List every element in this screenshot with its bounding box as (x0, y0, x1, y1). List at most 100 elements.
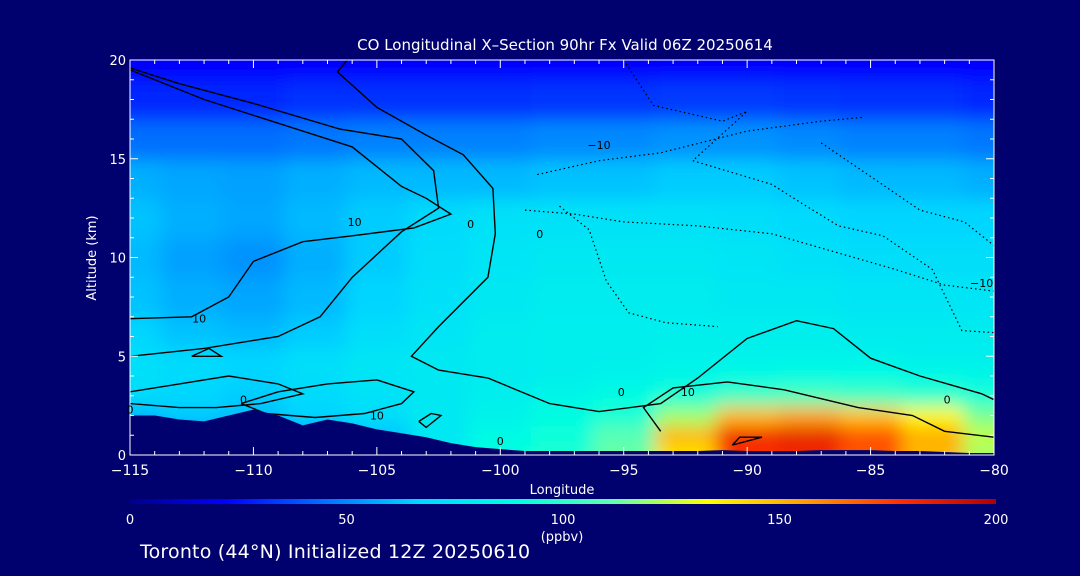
heatmap-cell (778, 346, 841, 368)
contour-line (130, 69, 453, 320)
heatmap-cell (222, 366, 286, 387)
terrain-mask (130, 409, 994, 455)
heatmap-cell (222, 346, 286, 368)
heatmap-cell (592, 119, 656, 160)
x-tick-label: −80 (979, 463, 1009, 479)
heatmap-cell (531, 425, 594, 447)
heatmap-cell (963, 79, 994, 121)
contour-label: 10 (348, 216, 362, 229)
heatmap-cell (469, 346, 533, 368)
heatmap-cell (346, 60, 409, 81)
heatmap-cell (469, 119, 533, 160)
heatmap-cell (130, 158, 162, 200)
x-tick-label: −105 (358, 463, 396, 479)
heatmap-cell (346, 79, 409, 121)
heatmap-cell (469, 405, 533, 427)
heatmap-cell (901, 445, 965, 455)
x-tick-label: −95 (609, 463, 639, 479)
colorbar-units: (ppbv) (541, 530, 584, 545)
y-axis-label: Altitude (km) (85, 215, 100, 300)
heatmap-cell (346, 277, 409, 318)
heatmap-cell (130, 79, 162, 121)
heatmap-cell (407, 385, 471, 407)
footer-caption: Toronto (44°N) Initialized 12Z 20250610 (140, 541, 531, 563)
y-tick-label: 10 (109, 252, 126, 267)
heatmap-cell (839, 79, 903, 121)
heatmap-cell (654, 316, 718, 348)
contour-line (524, 209, 994, 292)
heatmap-cell (716, 385, 779, 407)
contour-label: 10 (370, 410, 384, 423)
heatmap-cell (654, 277, 718, 318)
heatmap-cell (592, 79, 656, 121)
heatmap-cell (839, 425, 903, 447)
heatmap-cell (716, 277, 779, 318)
heatmap-cell (160, 316, 224, 348)
heatmap-cell (160, 366, 224, 387)
heatmap-cell (654, 119, 718, 160)
heatmap-cell (346, 346, 409, 368)
contour-line (642, 381, 994, 438)
x-tick-label: −85 (856, 463, 886, 479)
heatmap-cell (963, 158, 994, 200)
contour-line (240, 379, 416, 419)
heatmap-cell (654, 79, 718, 121)
colorbar: 0 50 100 150 200 (ppbv) (126, 499, 1009, 545)
heatmap-cell (469, 277, 533, 318)
heatmap-cell (469, 60, 533, 81)
y-tick-label: 5 (118, 350, 126, 365)
heatmap-cell (654, 366, 718, 387)
heatmap-cell (592, 366, 656, 387)
heatmap-cell (531, 198, 594, 239)
heatmap-cell (284, 277, 347, 318)
heatmap-cell (407, 366, 471, 387)
x-tick-label: −100 (481, 463, 519, 479)
heatmap-cell (901, 425, 965, 447)
heatmap-cell (963, 346, 994, 368)
heatmap-cell (284, 385, 347, 407)
heatmap-cell (346, 366, 409, 387)
heatmap-cell (901, 79, 965, 121)
heatmap-cell (963, 445, 994, 455)
heatmap-cell (160, 198, 224, 239)
heatmap-cell (407, 60, 471, 81)
heatmap-cell (839, 198, 903, 239)
heatmap-cell (778, 60, 841, 81)
heatmap-cell (531, 119, 594, 160)
heatmap-cell (469, 237, 533, 279)
heatmap-cell (716, 79, 779, 121)
plot-area (130, 60, 994, 455)
heatmap-cell (716, 237, 779, 279)
heatmap-cell (778, 119, 841, 160)
heatmap-cell (160, 158, 224, 200)
colorbar-tick-label: 50 (338, 513, 355, 528)
heatmap-cell (469, 198, 533, 239)
heatmap-cell (778, 79, 841, 121)
contour-label: 10 (681, 386, 695, 399)
heatmap-cell (901, 158, 965, 200)
heatmap-cell (284, 346, 347, 368)
colorbar-ticks: 0 50 100 150 200 (126, 513, 1009, 528)
heatmap-cell (839, 316, 903, 348)
contour-line (130, 67, 440, 357)
heatmap-cell (839, 405, 903, 427)
contour-label: −10 (587, 139, 610, 152)
contour-label: 0 (127, 404, 134, 417)
heatmap-cell (130, 316, 162, 348)
colorbar-tick-label: 0 (126, 513, 134, 528)
heatmap-cell (716, 60, 779, 81)
heatmap-cell (222, 385, 286, 407)
heatmap-cell (346, 237, 409, 279)
heatmap-cell (963, 119, 994, 160)
heatmap-cell (592, 60, 656, 81)
heatmap-cell (284, 316, 347, 348)
heatmap-cell (284, 366, 347, 387)
heatmap-cell (592, 425, 656, 447)
heatmap-cell (963, 425, 994, 447)
heatmap-cell (130, 366, 162, 387)
contour-label: −10 (970, 277, 993, 290)
heatmap-cell (407, 237, 471, 279)
heatmap-cell (531, 346, 594, 368)
heatmap-cell (592, 237, 656, 279)
